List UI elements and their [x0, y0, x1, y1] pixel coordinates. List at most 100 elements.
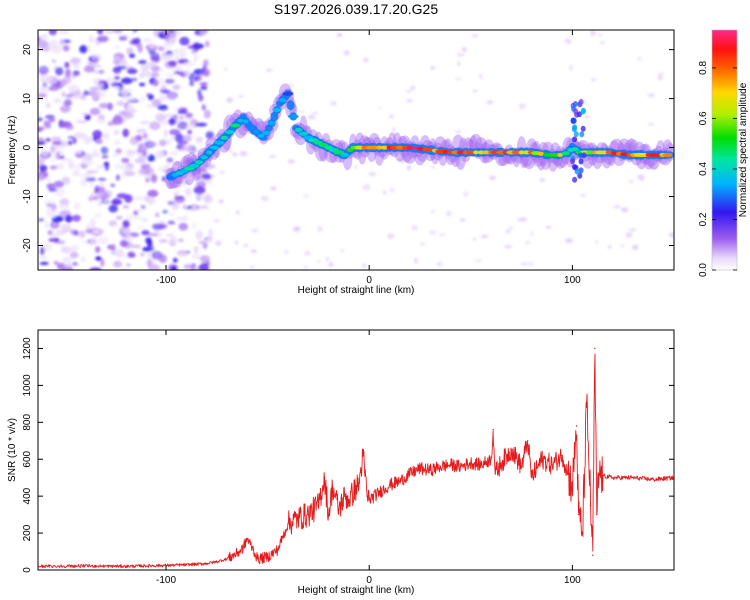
noise-speckle — [284, 250, 289, 254]
snr-point — [480, 464, 482, 466]
noise-speckle — [173, 189, 180, 197]
y-tick-label: 0 — [22, 567, 33, 573]
noise-speckle — [90, 153, 102, 157]
ridge-core — [189, 163, 200, 168]
noise-speckle — [115, 215, 123, 220]
snr-point — [277, 549, 279, 551]
noise-speckle — [92, 130, 103, 139]
noise-speckle — [158, 94, 167, 102]
noise-speckle — [505, 229, 511, 234]
noise-speckle — [133, 196, 144, 201]
noise-speckle — [113, 55, 121, 61]
noise-speckle — [194, 193, 205, 200]
noise-speckle — [66, 125, 74, 130]
noise-speckle — [140, 252, 145, 257]
noise-speckle — [112, 116, 124, 125]
noise-speckle — [89, 87, 100, 91]
noise-speckle — [164, 33, 170, 42]
noise-speckle — [100, 258, 105, 267]
noise-speckle — [261, 196, 269, 201]
noise-speckle — [45, 138, 51, 142]
snr-point — [551, 464, 553, 466]
spectrogram-frame — [37, 29, 675, 271]
noise-speckle — [140, 96, 145, 103]
noise-speckle — [189, 80, 195, 86]
spectrogram-y-ticks: -20 -10 0 10 20 — [22, 44, 674, 253]
noise-speckle — [159, 88, 169, 94]
snr-point — [492, 429, 494, 431]
noise-speckle — [304, 265, 308, 269]
noise-speckle — [167, 220, 176, 225]
noise-speckle — [85, 177, 96, 182]
noise-speckle — [234, 240, 239, 245]
snr-point — [297, 517, 299, 519]
noise-speckle — [150, 71, 160, 78]
y-tick-label: 0 — [22, 144, 33, 150]
ridge-core — [611, 151, 617, 156]
noise-speckle — [270, 186, 277, 191]
noise-speckle — [138, 60, 147, 65]
noise-speckle — [53, 98, 62, 103]
noise-speckle — [102, 134, 110, 140]
noise-speckle — [119, 239, 129, 248]
noise-speckle — [79, 45, 88, 54]
ridge-core — [620, 152, 629, 157]
snr-point — [429, 469, 431, 471]
noise-speckle — [143, 195, 150, 202]
noise-speckle — [59, 223, 68, 227]
snr-plot-area — [38, 330, 674, 570]
ridge-core — [224, 130, 235, 134]
noise-speckle — [580, 194, 587, 197]
ridge-disturbance — [577, 172, 583, 179]
noise-speckle — [51, 136, 62, 142]
snr-point — [585, 403, 588, 405]
noise-speckle — [170, 265, 177, 270]
noise-speckle — [60, 81, 67, 87]
ridge-core — [402, 145, 408, 150]
noise-speckle — [584, 115, 591, 119]
ridge-core — [214, 140, 225, 145]
noise-speckle — [81, 159, 94, 166]
ridge-core — [426, 148, 434, 152]
noise-speckle — [58, 204, 70, 209]
colorbar-frame — [711, 29, 738, 271]
noise-speckle — [486, 100, 494, 105]
ridge-disturbance — [581, 152, 587, 159]
noise-speckle — [39, 255, 48, 260]
noise-speckle — [155, 113, 167, 122]
ridge-core — [298, 131, 309, 136]
noise-speckle — [72, 169, 80, 177]
noise-speckle — [95, 246, 101, 253]
ridge-core — [442, 149, 448, 154]
noise-speckle — [38, 39, 48, 49]
noise-speckle — [436, 262, 444, 266]
noise-speckle — [86, 44, 92, 52]
noise-speckle — [631, 244, 639, 251]
noise-speckle — [54, 187, 66, 197]
noise-speckle — [147, 189, 159, 198]
snr-y-ticks: 0 200 400 600 800 1000 1200 — [22, 337, 674, 573]
noise-speckle — [249, 266, 256, 268]
ridge-core — [278, 98, 287, 103]
noise-speckle — [201, 173, 212, 180]
ridge-core — [262, 130, 271, 135]
noise-speckle — [178, 107, 188, 112]
noise-speckle — [72, 137, 77, 145]
noise-speckle — [133, 210, 139, 216]
noise-speckle — [178, 47, 187, 52]
noise-speckle — [294, 139, 300, 144]
x-tick-label: 0 — [366, 575, 372, 586]
snr-point — [632, 477, 635, 479]
noise-speckle — [79, 173, 92, 178]
noise-speckle — [199, 205, 208, 210]
noise-speckle — [51, 59, 57, 63]
noise-speckle — [168, 118, 177, 126]
snr-point — [399, 480, 401, 483]
snr-point — [612, 477, 614, 479]
noise-speckle — [410, 85, 416, 90]
y-tick-label: 200 — [22, 524, 33, 541]
noise-speckle — [146, 233, 158, 237]
y-tick-label: 1000 — [22, 374, 33, 397]
noise-speckle — [172, 84, 181, 90]
noise-speckle — [38, 117, 43, 122]
